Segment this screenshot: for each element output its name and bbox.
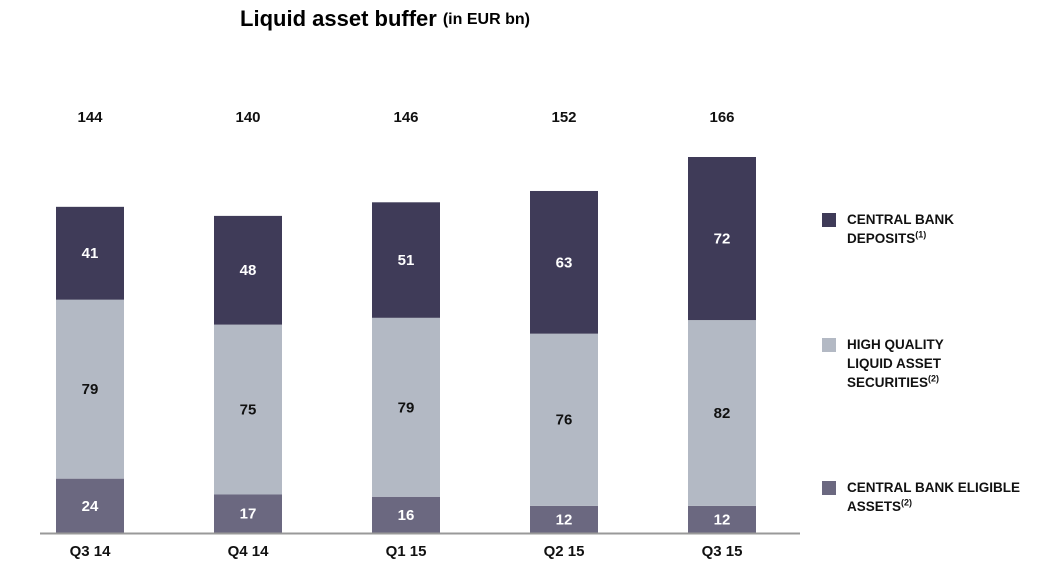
- x-tick-label: Q3 15: [702, 543, 743, 560]
- legend-label: CENTRAL BANK ELIGIBLE ASSETS(2): [847, 478, 1052, 516]
- data-label: 72: [714, 231, 731, 248]
- legend-name: HIGH QUALITY LIQUID ASSET SECURITIES: [847, 337, 944, 390]
- total-label: 146: [393, 109, 418, 126]
- data-label: 24: [82, 498, 99, 515]
- bar-segment: [56, 299, 124, 479]
- x-tick-label: Q3 14: [70, 543, 112, 560]
- bar-segment: [214, 494, 282, 533]
- bar-segment: [688, 157, 756, 321]
- data-label: 75: [240, 402, 257, 419]
- data-label: 41: [82, 245, 99, 262]
- data-label: 51: [398, 252, 415, 269]
- data-label: 12: [556, 511, 573, 528]
- legend-note: (2): [928, 373, 940, 384]
- title-unit: (in EUR bn): [443, 11, 530, 28]
- x-tick-label: Q1 15: [386, 543, 427, 560]
- bar-segment: [214, 324, 282, 495]
- total-label: 140: [235, 109, 260, 126]
- data-label: 12: [714, 511, 731, 528]
- bar-segment: [372, 202, 440, 318]
- legend-label: HIGH QUALITY LIQUID ASSET SECURITIES(2): [847, 335, 987, 392]
- title-main: Liquid asset buffer: [240, 6, 437, 31]
- data-label: 79: [398, 399, 415, 416]
- x-tick-label: Q2 15: [544, 543, 585, 560]
- chart-title: Liquid asset buffer (in EUR bn): [240, 6, 530, 31]
- bar-segment: [372, 317, 440, 497]
- data-label: 63: [556, 254, 573, 271]
- legend-name: CENTRAL BANK ELIGIBLE ASSETS: [847, 480, 1021, 514]
- bar-segment: [56, 206, 124, 300]
- data-label: 17: [240, 506, 257, 523]
- legend-label: CENTRAL BANK DEPOSITS(1): [847, 210, 987, 248]
- legend-item: CENTRAL BANK ELIGIBLE ASSETS(2): [822, 478, 1052, 516]
- legend-item: CENTRAL BANK DEPOSITS(1): [822, 210, 987, 248]
- total-label: 152: [551, 109, 576, 126]
- bar-segment: [530, 505, 598, 533]
- bar-segment: [530, 190, 598, 334]
- data-label: 79: [82, 381, 99, 398]
- legend-name: CENTRAL BANK DEPOSITS: [847, 212, 954, 246]
- bar-segment: [214, 215, 282, 325]
- bar-segment: [56, 478, 124, 533]
- data-label: 76: [556, 412, 573, 429]
- data-label: 48: [240, 262, 257, 279]
- legend-swatch: [822, 213, 836, 227]
- legend-note: (2): [901, 497, 913, 508]
- bar-segment: [688, 320, 756, 506]
- legend-item: HIGH QUALITY LIQUID ASSET SECURITIES(2): [822, 335, 987, 392]
- total-label: 166: [709, 109, 734, 126]
- total-label: 144: [77, 109, 103, 126]
- legend-swatch: [822, 338, 836, 352]
- x-tick-label: Q4 14: [228, 543, 270, 560]
- bar-segment: [372, 496, 440, 533]
- data-label: 82: [714, 405, 731, 422]
- legend-note: (1): [915, 229, 927, 240]
- bar-segment: [688, 505, 756, 533]
- data-label: 16: [398, 507, 415, 524]
- legend-swatch: [822, 481, 836, 495]
- bar-segment: [530, 333, 598, 506]
